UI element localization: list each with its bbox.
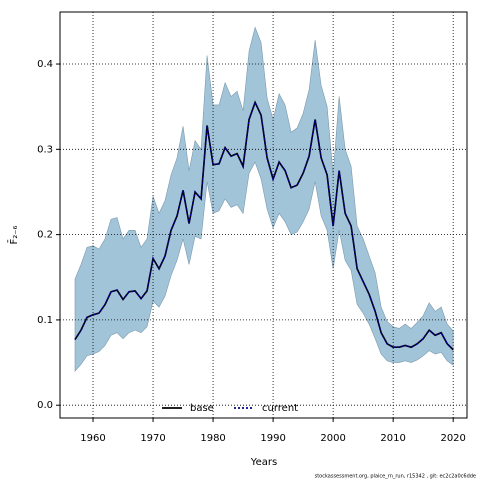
confidence-band xyxy=(74,26,454,372)
legend-label: base xyxy=(190,403,214,414)
legend-label: current xyxy=(262,403,298,414)
y-tick-label: 0.2 xyxy=(37,230,53,241)
x-tick-label: 1980 xyxy=(200,433,225,444)
x-tick-label: 1960 xyxy=(80,433,105,444)
x-tick-label: 2000 xyxy=(320,433,345,444)
plot-frame xyxy=(59,11,468,419)
y-tick-label: 0.3 xyxy=(37,144,53,155)
y-tick-label: 0.4 xyxy=(37,59,53,70)
x-tick-label: 1990 xyxy=(260,433,285,444)
x-tick-label: 2020 xyxy=(440,433,465,444)
footer: stockassessment.org, plaice_rn_run, r153… xyxy=(315,474,476,480)
series-line xyxy=(74,100,454,351)
x-axis-label: Years xyxy=(250,457,277,468)
y-tick-label: 0.1 xyxy=(37,315,53,326)
x-tick-label: 2010 xyxy=(380,433,405,444)
y-tick-label: 0.0 xyxy=(37,400,53,411)
x-tick-label: 1970 xyxy=(140,433,165,444)
y-axis-label: F̄₂₋₆ xyxy=(7,225,20,244)
